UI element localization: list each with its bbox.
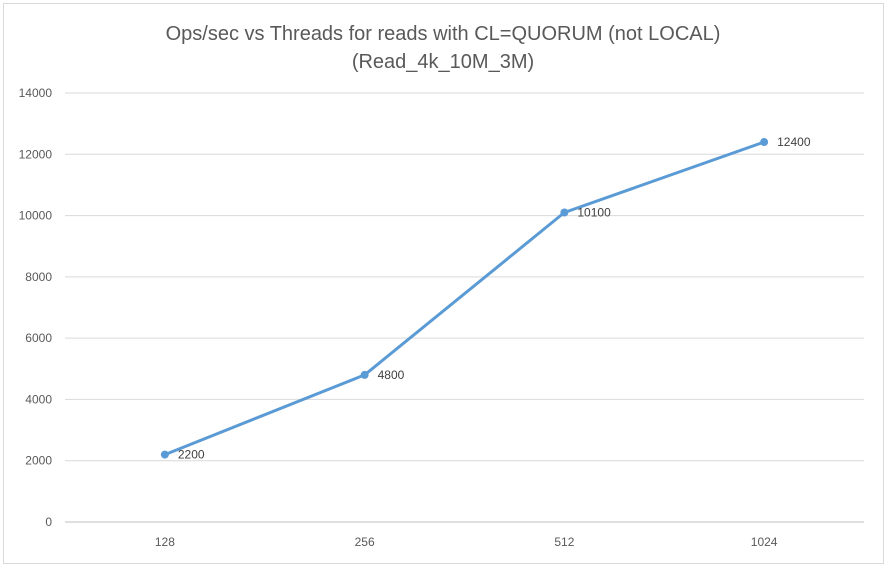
- data-point: [160, 450, 169, 459]
- y-tick-label: 6000: [25, 331, 52, 345]
- data-labels: 2200 4800 10100 12400: [178, 135, 811, 462]
- y-axis-ticks: 0 2000 4000 6000 8000 10000 12000 14000: [19, 86, 53, 529]
- data-point: [760, 138, 769, 147]
- x-tick-label: 256: [355, 535, 375, 549]
- series-line-group: [160, 138, 769, 459]
- y-tick-label: 14000: [19, 86, 53, 100]
- chart-area: [3, 3, 884, 564]
- y-tick-label: 12000: [19, 147, 53, 161]
- series-line: [163, 140, 766, 457]
- data-label: 10100: [577, 206, 611, 220]
- x-tick-label: 128: [155, 535, 175, 549]
- x-tick-label: 1024: [751, 535, 778, 549]
- data-point: [560, 208, 569, 217]
- data-label: 12400: [777, 135, 811, 149]
- chart-title: Ops/sec vs Threads for reads with CL=QUO…: [166, 23, 721, 45]
- data-point: [360, 370, 369, 379]
- y-tick-label: 0: [45, 515, 52, 529]
- y-tick-label: 4000: [25, 392, 52, 406]
- data-label: 2200: [178, 448, 205, 462]
- chart-subtitle: (Read_4k_10M_3M): [352, 51, 534, 73]
- x-axis-ticks: 128 256 512 1024: [155, 535, 778, 549]
- y-tick-label: 8000: [25, 270, 52, 284]
- data-label: 4800: [378, 368, 405, 382]
- y-tick-label: 10000: [19, 209, 53, 223]
- y-tick-label: 2000: [25, 454, 52, 468]
- x-tick-label: 512: [554, 535, 574, 549]
